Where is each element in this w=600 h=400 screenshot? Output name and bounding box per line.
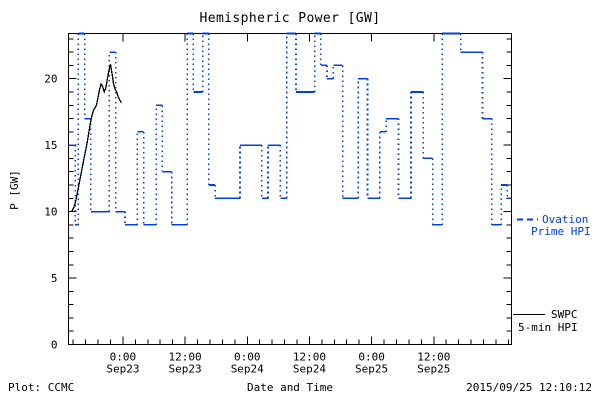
x-tick-label-date: Sep23 (106, 363, 139, 376)
chart-title: Hemispheric Power [GW] (200, 11, 381, 26)
x-axis-tick-labels: 0:00Sep2312:00Sep230:00Sep2412:00Sep240:… (106, 351, 450, 376)
series-swpc-line (68, 63, 122, 213)
x-axis-ticks (72, 33, 509, 345)
x-tick-label-time: 12:00 (417, 351, 450, 364)
y-axis-ticks (68, 38, 512, 345)
legend-label-swpc-line2: 5-min HPI (518, 321, 578, 334)
x-tick-label-date: Sep25 (417, 363, 450, 376)
legend: Ovation Prime HPI SWPC 5-min HPI (513, 213, 591, 334)
legend-label-ovation-line1: Ovation (542, 213, 588, 226)
y-tick-label: 15 (44, 139, 57, 152)
x-tick-label-date: Sep23 (169, 363, 202, 376)
x-tick-label-date: Sep25 (355, 363, 388, 376)
x-tick-label-time: 12:00 (293, 351, 326, 364)
y-axis-tick-labels: 0 5 10 15 20 (44, 73, 57, 352)
data-series-layer (68, 32, 512, 226)
legend-label-swpc-line1: SWPC (551, 308, 578, 321)
plot-source-label: Plot: CCMC (8, 381, 74, 394)
y-tick-label: 20 (44, 73, 57, 86)
x-tick-label-date: Sep24 (231, 363, 264, 376)
x-tick-label-time: 12:00 (169, 351, 202, 364)
y-axis-label: P [GW] (8, 170, 21, 210)
x-axis-label: Date and Time (247, 381, 333, 394)
y-tick-label: 10 (44, 206, 57, 219)
x-tick-label-time: 0:00 (358, 351, 385, 364)
plot-timestamp: 2015/09/25 12:10:12 (466, 381, 592, 394)
y-tick-label: 5 (51, 272, 58, 285)
legend-label-ovation-line2: Prime HPI (531, 225, 591, 238)
x-tick-label-time: 0:00 (234, 351, 261, 364)
plot-frame-group (68, 33, 512, 345)
plot-frame (68, 33, 512, 345)
y-tick-label: 0 (51, 339, 58, 352)
x-tick-label-time: 0:00 (110, 351, 137, 364)
x-tick-label-date: Sep24 (293, 363, 326, 376)
